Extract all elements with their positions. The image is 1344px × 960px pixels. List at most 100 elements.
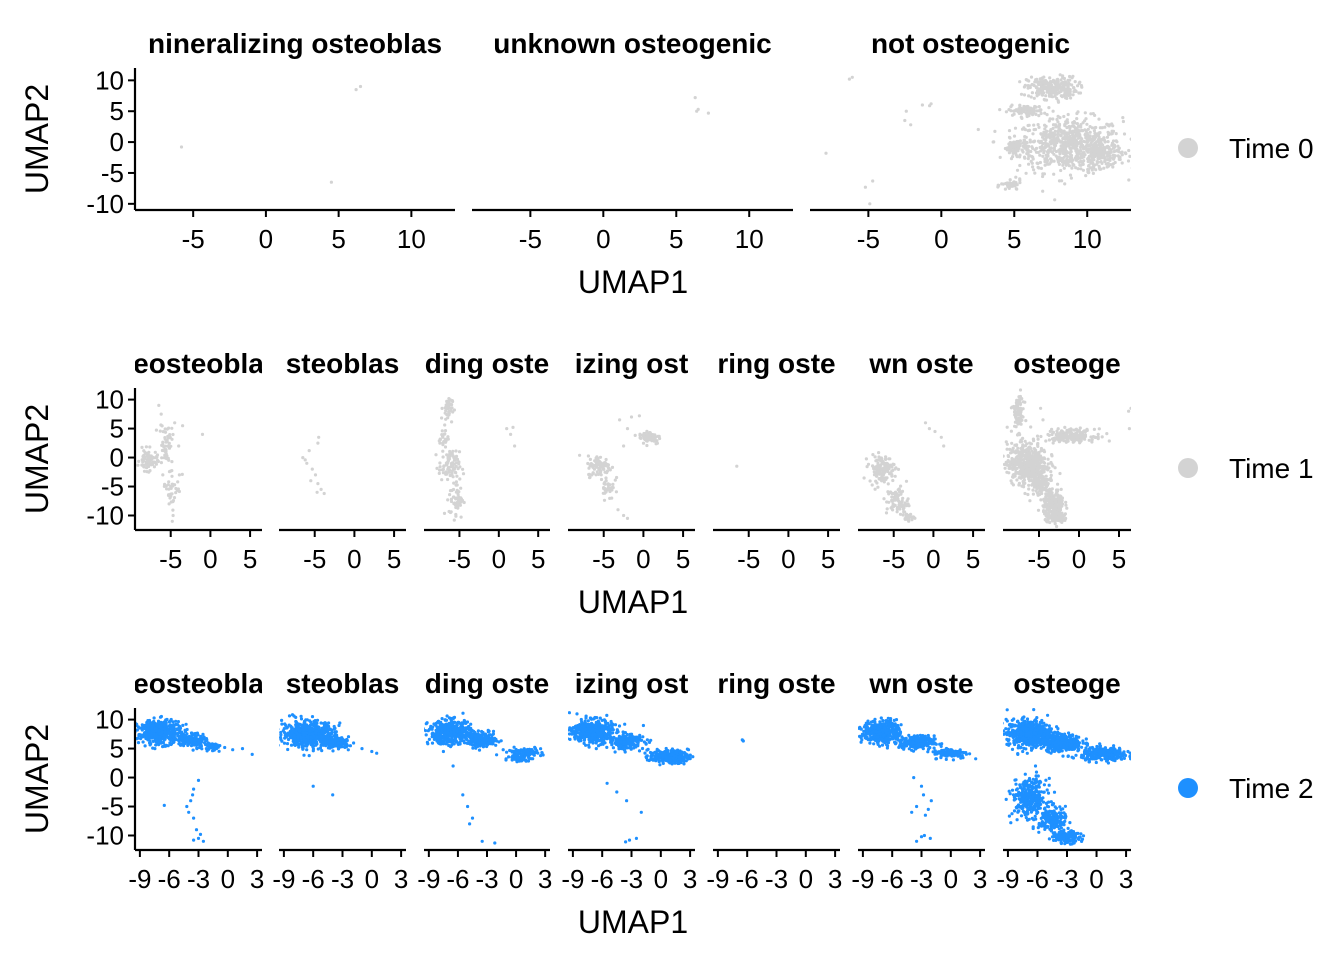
scatter-point: [1009, 479, 1013, 483]
scatter-point: [1012, 472, 1016, 477]
scatter-point: [352, 741, 356, 745]
scatter-point: [1055, 96, 1059, 101]
y-tick-label: 10: [95, 705, 124, 735]
scatter-point: [434, 453, 438, 457]
scatter-point: [1026, 129, 1030, 133]
scatter-point: [447, 411, 451, 415]
scatter-point: [1043, 461, 1047, 465]
scatter-point: [1082, 139, 1086, 143]
scatter-point: [1110, 129, 1114, 133]
scatter-point: [162, 803, 166, 808]
scatter-point: [1023, 439, 1027, 443]
scatter-point: [157, 403, 161, 407]
scatter-point: [213, 742, 218, 746]
scatter-point: [174, 722, 178, 726]
x-axis-label: UMAP1: [578, 264, 688, 300]
scatter-point: [1044, 467, 1048, 471]
scatter-point: [1047, 489, 1051, 493]
scatter-point: [449, 499, 454, 504]
scatter-point: [1063, 92, 1067, 96]
scatter-point: [903, 501, 907, 505]
scatter-point: [300, 724, 305, 728]
scatter-point: [167, 720, 171, 724]
scatter-point: [1018, 163, 1022, 168]
scatter-point: [1078, 163, 1082, 167]
scatter-point: [370, 749, 374, 754]
scatter-point: [1021, 436, 1025, 440]
scatter-point: [163, 727, 167, 731]
y-tick-label: -5: [101, 792, 124, 822]
scatter-point: [198, 832, 203, 837]
scatter-point: [1062, 166, 1066, 170]
scatter-point: [158, 732, 162, 736]
scatter-point: [871, 464, 875, 468]
scatter-point: [330, 728, 334, 732]
scatter-point: [616, 508, 620, 512]
scatter-point: [1020, 475, 1024, 479]
legend-key: [1178, 458, 1198, 478]
scatter-point: [1067, 87, 1071, 91]
scatter-point: [1025, 470, 1029, 474]
scatter-point: [139, 737, 143, 741]
scatter-point: [1096, 432, 1100, 436]
scatter-point: [176, 487, 180, 491]
scatter-point: [891, 478, 895, 483]
scatter-point: [301, 744, 305, 748]
scatter-point: [1052, 80, 1056, 84]
scatter-point: [1036, 443, 1040, 447]
scatter-point: [1009, 429, 1014, 433]
scatter-point: [1038, 464, 1042, 468]
scatter-points: [136, 403, 205, 523]
scatter-point: [1029, 110, 1034, 114]
scatter-point: [1058, 133, 1062, 137]
scatter-point: [1097, 138, 1101, 142]
scatter-point: [907, 519, 911, 523]
scatter-point: [160, 443, 164, 447]
scatter-point: [293, 727, 297, 732]
scatter-point: [1060, 496, 1064, 500]
scatter-point: [331, 749, 335, 753]
x-tick-label: 0: [221, 864, 235, 894]
scatter-point: [1086, 140, 1090, 144]
scatter-point: [458, 503, 462, 507]
scatter-point: [889, 491, 893, 495]
scatter-point: [1006, 463, 1010, 467]
scatter-point: [151, 746, 155, 750]
x-tick-label: -5: [303, 544, 326, 574]
scatter-point: [1129, 406, 1131, 410]
scatter-point: [152, 460, 157, 464]
scatter-point: [1029, 75, 1034, 79]
scatter-point: [1043, 163, 1047, 167]
scatter-point: [454, 480, 458, 484]
scatter-point: [1057, 127, 1061, 131]
scatter-point: [140, 723, 144, 727]
scatter-point: [1024, 111, 1028, 115]
scatter-point: [578, 453, 582, 457]
scatter-point: [1044, 94, 1048, 98]
y-axis-label: UMAP2: [19, 404, 55, 514]
scatter-point: [890, 505, 894, 509]
scatter-point: [324, 734, 328, 738]
scatter-point: [863, 185, 868, 189]
scatter-point: [1031, 492, 1035, 496]
scatter-point: [1056, 100, 1061, 104]
scatter-point: [1017, 398, 1021, 402]
scatter-point: [1059, 515, 1063, 520]
scatter-point: [1069, 96, 1073, 100]
scatter-point: [1017, 412, 1021, 416]
scatter-point: [189, 739, 193, 743]
scatter-point: [1056, 135, 1060, 139]
scatter-point: [622, 513, 626, 518]
scatter-point: [1062, 114, 1066, 119]
x-tick-label: 10: [1073, 224, 1102, 254]
scatter-point: [1109, 163, 1113, 167]
scatter-point: [164, 718, 168, 722]
x-tick-label: 3: [250, 864, 264, 894]
scatter-point: [441, 455, 445, 459]
scatter-point: [1046, 517, 1050, 521]
scatter-point: [445, 472, 449, 476]
scatter-point: [606, 466, 610, 470]
scatter-point: [1025, 442, 1029, 446]
scatter-point: [1087, 135, 1091, 139]
scatter-point: [1121, 119, 1125, 124]
